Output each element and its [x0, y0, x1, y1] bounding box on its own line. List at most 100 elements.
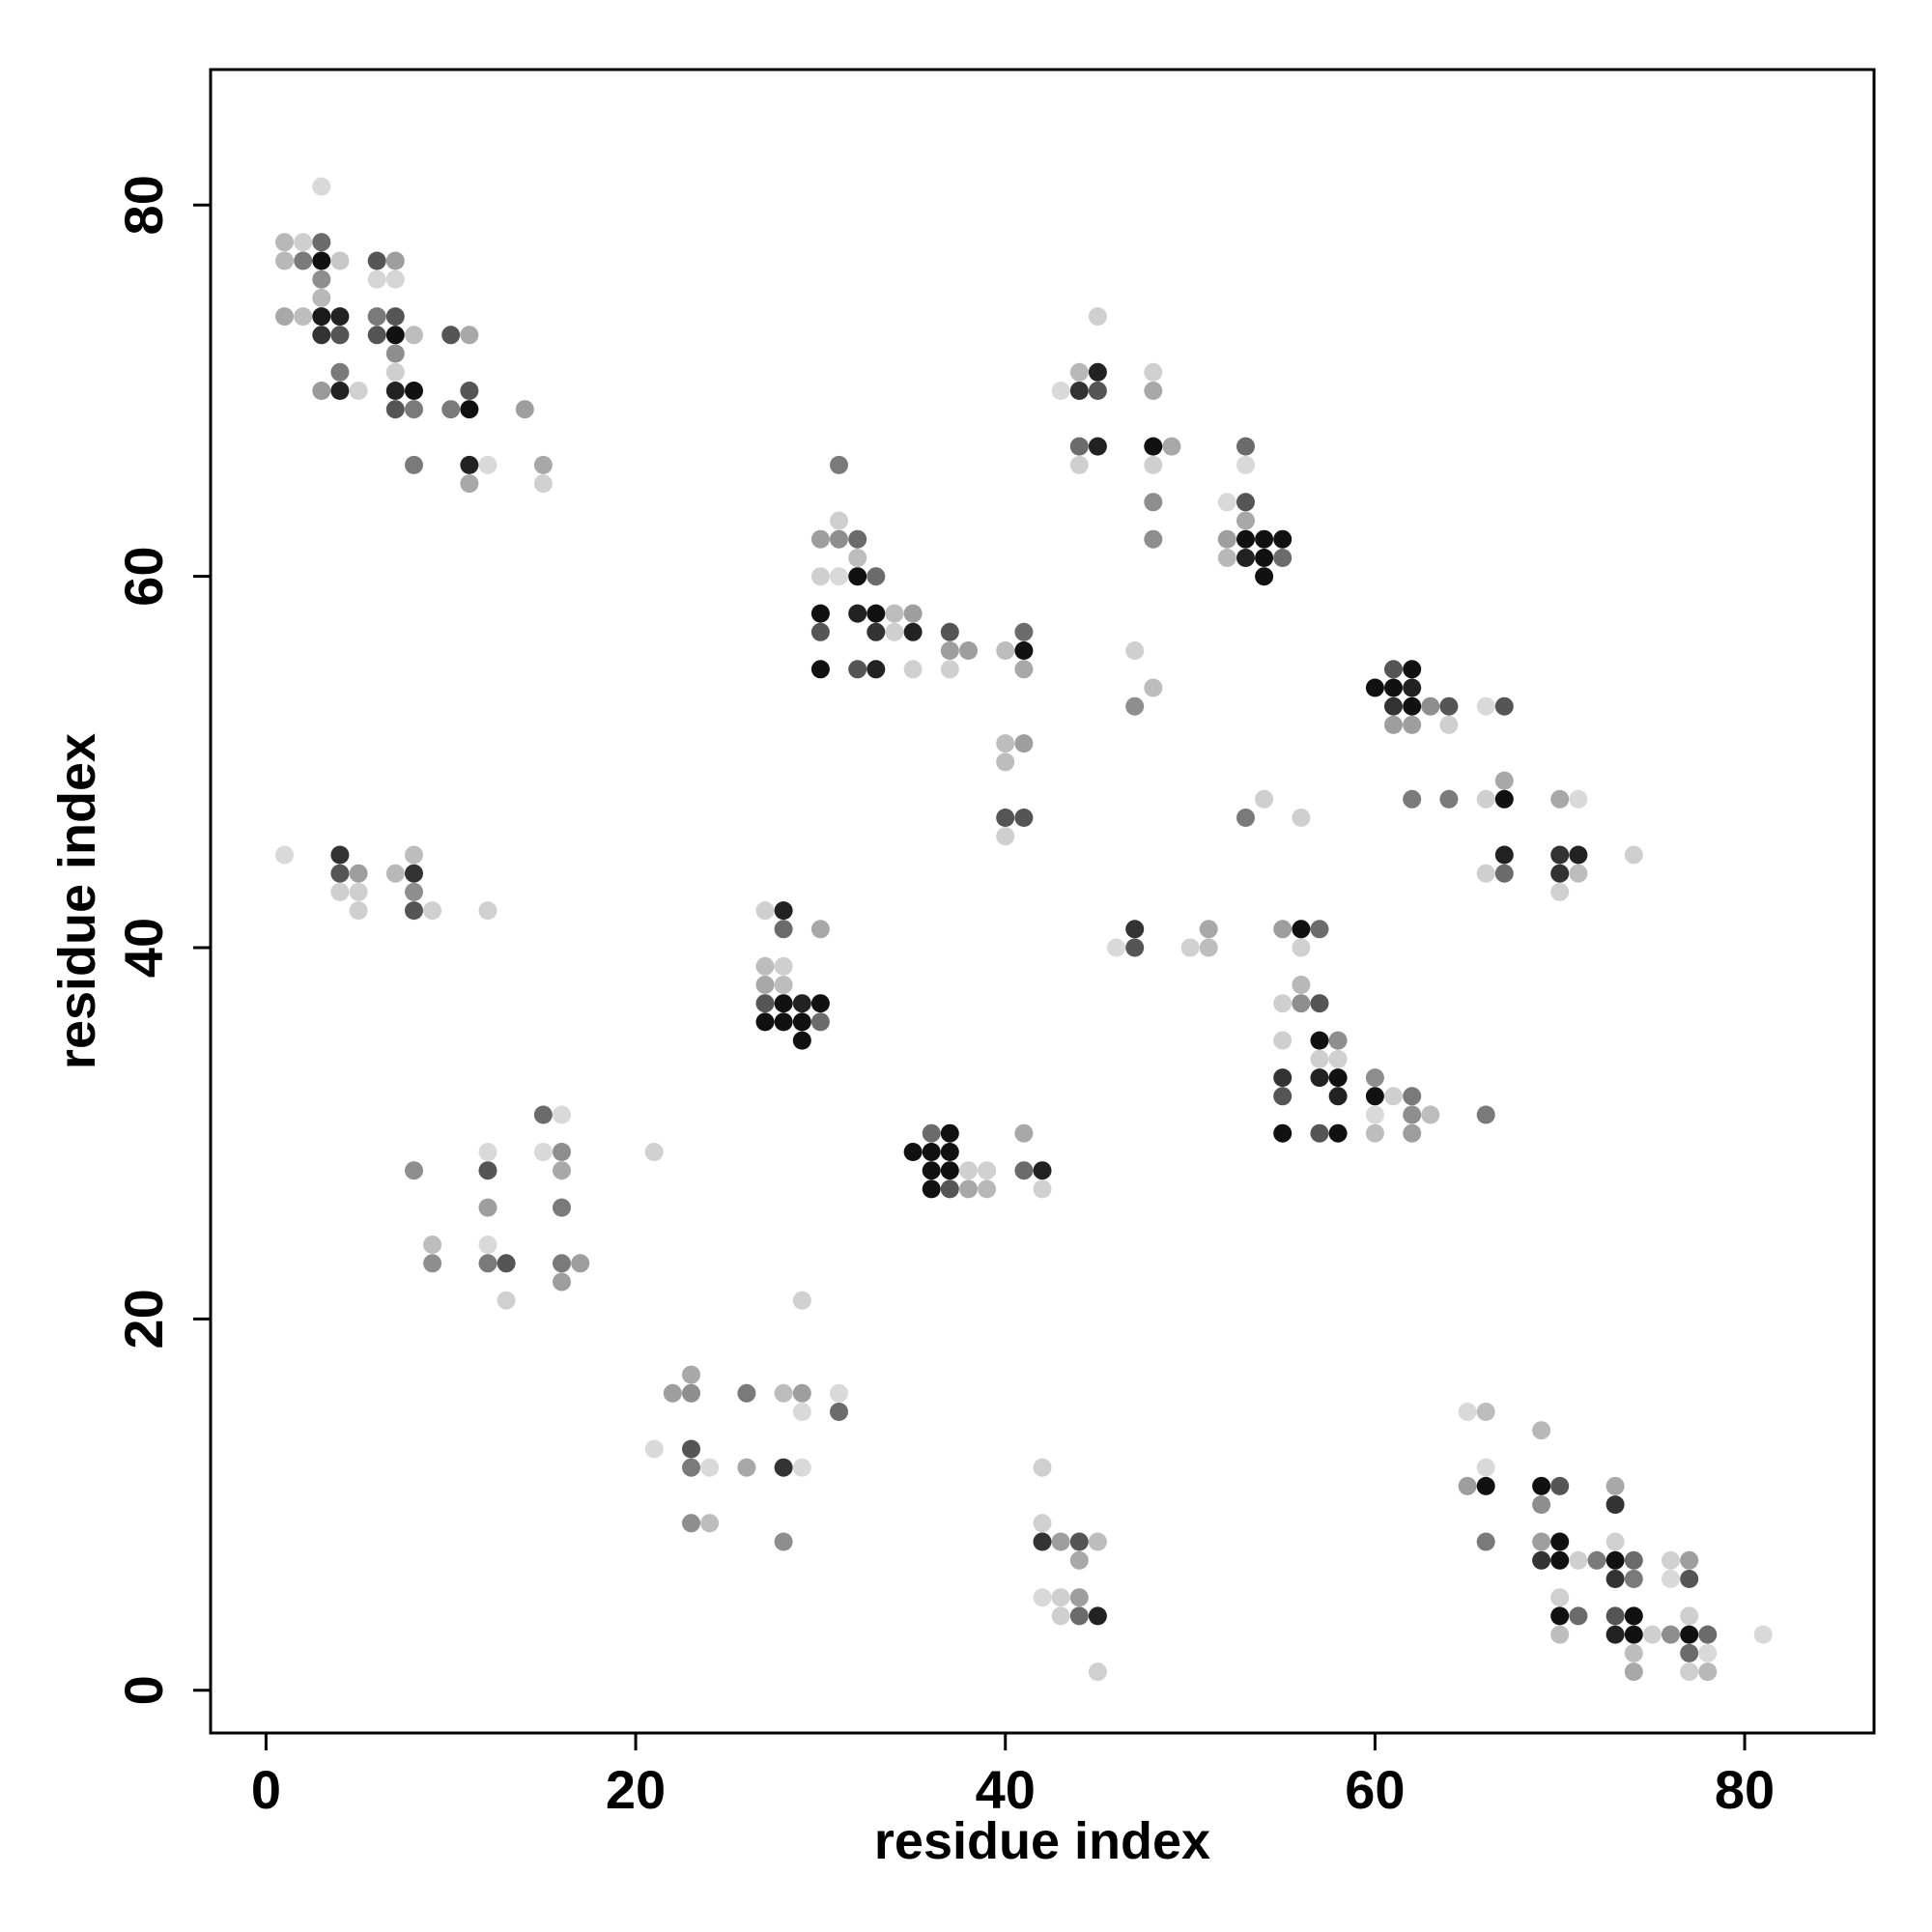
data-point — [1403, 789, 1422, 809]
data-point — [1255, 789, 1274, 809]
data-point — [1051, 382, 1070, 400]
data-point — [1033, 1588, 1052, 1607]
x-tick-label: 80 — [1715, 1759, 1775, 1820]
data-point — [1144, 678, 1163, 697]
data-point — [922, 1143, 941, 1161]
data-point — [1698, 1662, 1718, 1682]
data-point — [533, 1143, 553, 1161]
y-tick-label: 0 — [113, 1675, 174, 1705]
data-point — [460, 382, 479, 400]
data-point — [867, 660, 886, 679]
data-point — [810, 529, 830, 549]
data-point — [1069, 1532, 1089, 1551]
data-point — [405, 864, 423, 883]
data-point — [1088, 1662, 1107, 1682]
data-point — [1125, 938, 1145, 957]
data-point — [1088, 1606, 1107, 1626]
data-point — [1014, 1161, 1034, 1180]
data-point — [294, 233, 313, 252]
data-point — [1753, 1625, 1773, 1644]
data-point — [367, 326, 386, 345]
data-point — [1069, 382, 1089, 400]
data-point — [903, 622, 923, 641]
data-point — [312, 307, 331, 327]
data-point — [1384, 1087, 1403, 1106]
data-point — [682, 1439, 700, 1459]
data-point — [830, 1383, 848, 1403]
x-tick-label: 40 — [976, 1759, 1036, 1820]
data-point — [1605, 1625, 1625, 1644]
data-point — [1476, 1532, 1495, 1551]
data-point — [1273, 994, 1293, 1013]
data-point — [1550, 1476, 1570, 1495]
data-point — [1403, 715, 1422, 734]
y-axis: 0 20 40 60 80 — [113, 175, 211, 1705]
data-point — [1365, 1123, 1384, 1143]
data-point — [1642, 1625, 1662, 1644]
data-point — [810, 567, 830, 586]
data-point — [830, 567, 848, 586]
data-point — [1550, 1532, 1570, 1551]
data-point — [294, 251, 313, 270]
data-point — [478, 1161, 497, 1180]
data-point — [330, 362, 350, 382]
data-point — [700, 1458, 720, 1477]
data-point — [810, 622, 830, 641]
data-point — [441, 400, 461, 419]
data-point — [644, 1143, 664, 1161]
data-point — [1662, 1550, 1680, 1570]
data-point — [1698, 1643, 1718, 1662]
data-point — [1569, 789, 1588, 809]
data-point — [1403, 1123, 1422, 1143]
data-point — [1403, 660, 1422, 679]
data-point — [1569, 1550, 1588, 1570]
data-point — [385, 864, 405, 883]
data-point — [441, 326, 461, 345]
data-point — [1273, 920, 1293, 939]
data-point — [922, 1179, 941, 1199]
data-point — [792, 1383, 811, 1403]
data-point — [1125, 696, 1145, 716]
data-point — [385, 382, 405, 400]
data-point — [682, 1365, 700, 1384]
data-point — [405, 882, 423, 901]
x-tick-label: 0 — [251, 1759, 281, 1820]
data-point — [1384, 696, 1403, 716]
data-point — [1624, 845, 1643, 865]
data-point — [1403, 1087, 1422, 1106]
data-point — [700, 1514, 720, 1533]
data-point — [1532, 1532, 1551, 1551]
data-point — [1051, 1532, 1070, 1551]
data-point — [774, 976, 793, 994]
data-point — [478, 1254, 497, 1273]
data-point — [774, 901, 793, 921]
data-point — [1458, 1403, 1477, 1421]
data-point — [1236, 549, 1255, 567]
data-point — [312, 251, 331, 270]
data-point — [1144, 455, 1163, 474]
data-point — [405, 845, 423, 865]
data-point — [478, 1236, 497, 1254]
data-point — [385, 344, 405, 363]
data-point — [755, 901, 775, 921]
data-point — [330, 307, 350, 327]
data-point — [792, 1291, 811, 1310]
data-point — [1421, 696, 1440, 716]
data-point — [1605, 1570, 1625, 1588]
data-point — [1439, 715, 1459, 734]
data-point — [1494, 864, 1514, 883]
data-point — [405, 901, 423, 921]
x-tick-label: 20 — [606, 1759, 666, 1820]
data-point — [885, 622, 904, 641]
data-point — [1403, 678, 1422, 697]
data-point — [867, 622, 886, 641]
data-point — [1680, 1606, 1699, 1626]
data-point — [312, 270, 331, 289]
data-point — [903, 660, 923, 679]
data-point — [792, 994, 811, 1013]
data-point — [1310, 1031, 1329, 1050]
data-point — [1236, 809, 1255, 827]
data-point — [1365, 1068, 1384, 1088]
data-point — [903, 1143, 923, 1161]
data-point — [940, 1179, 959, 1199]
